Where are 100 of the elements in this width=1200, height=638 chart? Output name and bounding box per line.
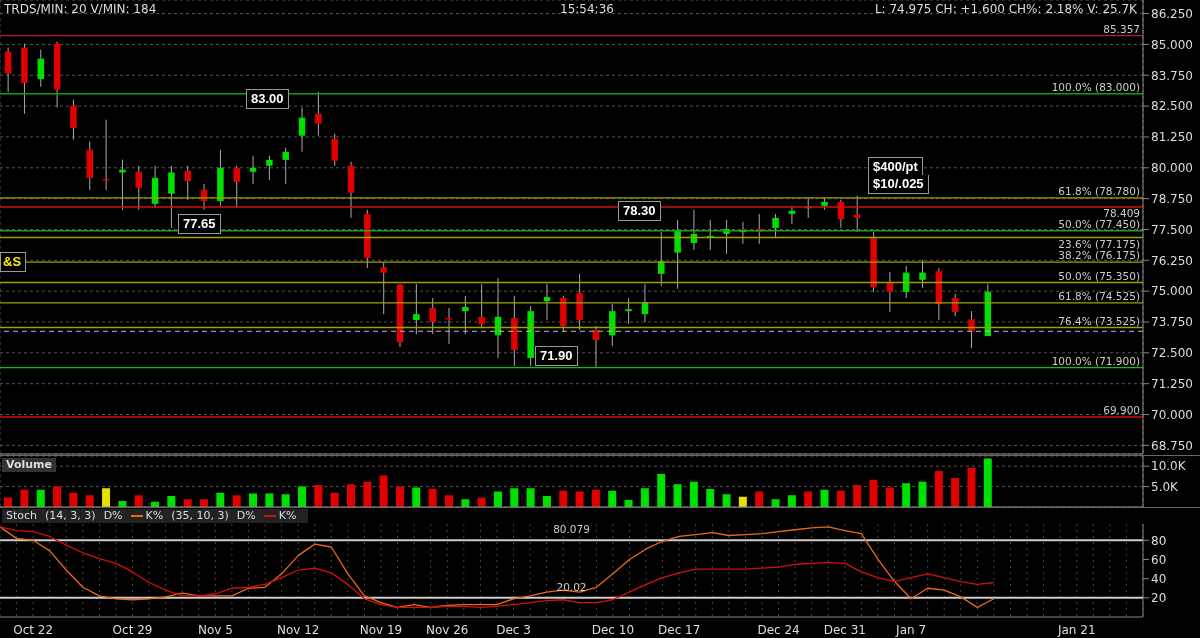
ref-line-label: 38.2% (76.175): [1058, 249, 1140, 262]
ref-line-label: 100.0% (83.000): [1051, 80, 1140, 93]
candlestick: [462, 295, 469, 335]
bar: [640, 488, 649, 507]
y-tick-label: 72.500: [1151, 346, 1193, 361]
x-tick-label: Dec 10: [591, 622, 635, 637]
bar: [134, 495, 143, 507]
bar: [542, 495, 551, 507]
bar: [608, 490, 617, 507]
candlestick: [658, 231, 665, 287]
bar: [20, 489, 29, 507]
bar: [412, 487, 421, 507]
x-tick-label: Oct 29: [112, 622, 153, 637]
annotation: 71.90: [535, 346, 578, 366]
candlestick: [233, 165, 240, 209]
bar: [934, 471, 943, 507]
y-tick-label: 75.000: [1151, 284, 1193, 299]
candlestick: [968, 310, 975, 349]
candlestick: [674, 219, 681, 290]
ref-line-label: 80.079: [553, 523, 590, 536]
annotation: $400/pt: [868, 157, 923, 176]
y-tick-label: 73.750: [1151, 315, 1193, 330]
bar: [281, 494, 290, 507]
bar: [53, 486, 62, 507]
text: Stoch: [6, 509, 38, 523]
text: (14, 3, 3): [45, 509, 96, 523]
line-series: [0, 526, 995, 609]
ref-line-label: 50.0% (77.450): [1058, 217, 1140, 230]
candlestick: [315, 91, 322, 137]
y-tick-label: 40: [1151, 571, 1167, 586]
legend-label: K%: [145, 509, 164, 523]
annotation: 78.30: [618, 201, 661, 221]
bar: [853, 484, 862, 507]
bar: [836, 490, 845, 507]
legend-label: K%: [278, 509, 297, 523]
x-tick-label: Jan 7: [895, 622, 927, 637]
y-tick-label: 86.250: [1151, 6, 1193, 21]
y-tick-label: 5.0K: [1151, 479, 1180, 494]
x-tick-label: Nov 26: [426, 622, 469, 637]
x-tick-label: Nov 5: [197, 622, 233, 637]
bar: [69, 492, 78, 507]
bar: [36, 489, 45, 507]
annotation: 15:54:36: [560, 2, 614, 16]
candlestick: [184, 165, 191, 201]
bar: [885, 487, 894, 507]
candlestick: [429, 297, 436, 335]
bar: [216, 492, 225, 507]
x-tick-label: Dec 17: [658, 622, 701, 637]
text: D%: [236, 509, 256, 523]
candlestick: [478, 283, 485, 329]
x-tick-label: Dec 31: [823, 622, 866, 637]
annotation: 77.65: [178, 214, 221, 234]
y-tick-label: 80: [1151, 533, 1167, 548]
bar: [787, 495, 796, 507]
x-tick-label: Dec 3: [496, 622, 531, 637]
y-tick-label: 83.750: [1151, 68, 1193, 83]
bar: [330, 492, 339, 507]
bar: [820, 489, 829, 507]
ref-line-label: 20.02: [556, 580, 587, 593]
candlestick: [168, 165, 175, 229]
bar: [689, 481, 698, 507]
candlestick: [249, 155, 257, 185]
bar: [983, 458, 992, 507]
bar: [657, 473, 666, 507]
bar: [363, 481, 372, 507]
bar: [591, 489, 600, 507]
candlestick: [70, 99, 77, 141]
bar: [804, 491, 813, 507]
candlestick: [331, 133, 338, 167]
bar: [314, 484, 323, 507]
ref-line-label: 61.8% (74.525): [1058, 289, 1140, 302]
bar: [967, 467, 976, 507]
bar: [918, 481, 927, 507]
bar: [771, 499, 780, 507]
text: D%: [103, 509, 123, 523]
x-tick-label: Nov 12: [276, 622, 320, 637]
ref-line-label: 78.409: [1103, 207, 1140, 220]
bar: [902, 483, 911, 507]
candlestick: [282, 147, 289, 185]
y-tick-label: 80.000: [1151, 161, 1193, 176]
candlestick: [625, 297, 632, 325]
ref-line-label: 50.0% (75.350): [1058, 269, 1140, 282]
x-tick-label: Jan 21: [1056, 622, 1096, 637]
bar: [444, 495, 453, 507]
candlestick: [772, 213, 779, 239]
bar: [559, 490, 568, 507]
candlestick: [37, 49, 45, 88]
annotation: L: 74.975 CH: +1.600 CH%: 2.18% V: 25.7K: [874, 2, 1137, 16]
x-tick-label: Oct 22: [13, 622, 54, 637]
bar: [183, 499, 192, 507]
annotation: $10/.025: [868, 175, 929, 194]
bar: [722, 494, 731, 507]
ref-line-label: 23.6% (77.175): [1058, 237, 1140, 250]
bar: [200, 499, 209, 507]
bar: [102, 488, 111, 507]
y-tick-label: 20: [1151, 591, 1167, 606]
ref-line-label: 76.4% (73.525): [1058, 314, 1140, 327]
candlestick: [592, 325, 600, 369]
y-tick-label: 76.250: [1151, 253, 1193, 268]
annotation: 83.00: [246, 89, 289, 109]
